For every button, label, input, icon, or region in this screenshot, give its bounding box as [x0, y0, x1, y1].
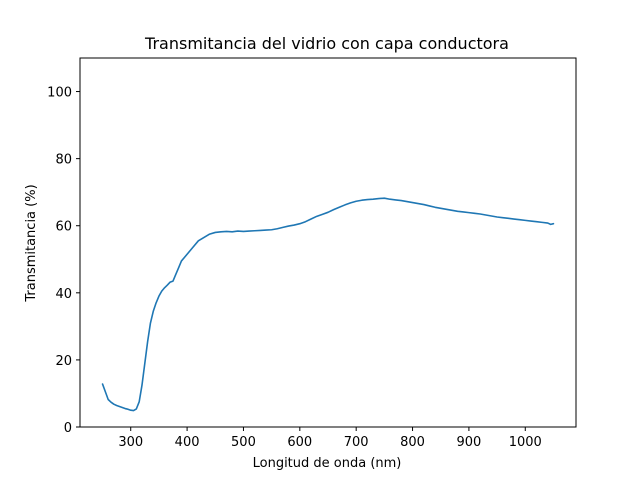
- y-tick-label: 40: [55, 287, 72, 302]
- chart-title: Transmitancia del vidrio con capa conduc…: [144, 34, 509, 53]
- x-tick-label: 1000: [509, 435, 542, 450]
- y-tick-label: 100: [47, 86, 72, 101]
- transmittance-line: [101, 197, 555, 412]
- y-axis-label: Transmitancia (%): [24, 184, 39, 302]
- x-tick-label: 700: [344, 435, 369, 450]
- x-tick-label: 300: [118, 435, 143, 450]
- x-axis-label: Longitud de onda (nm): [253, 456, 402, 471]
- y-tick-label: 20: [55, 354, 72, 369]
- y-axis: 0 20 40 60 80 100: [47, 86, 80, 436]
- y-tick-label: 0: [64, 421, 72, 436]
- x-tick-label: 900: [456, 435, 481, 450]
- y-tick-label: 80: [55, 153, 72, 168]
- y-tick-label: 60: [55, 220, 72, 235]
- x-tick-label: 800: [400, 435, 425, 450]
- x-tick-label: 600: [287, 435, 312, 450]
- x-axis: 300 400 500 600 700 800 900 1000: [118, 427, 542, 450]
- plot-area: [79, 57, 577, 428]
- x-tick-label: 500: [231, 435, 256, 450]
- x-tick-label: 400: [175, 435, 200, 450]
